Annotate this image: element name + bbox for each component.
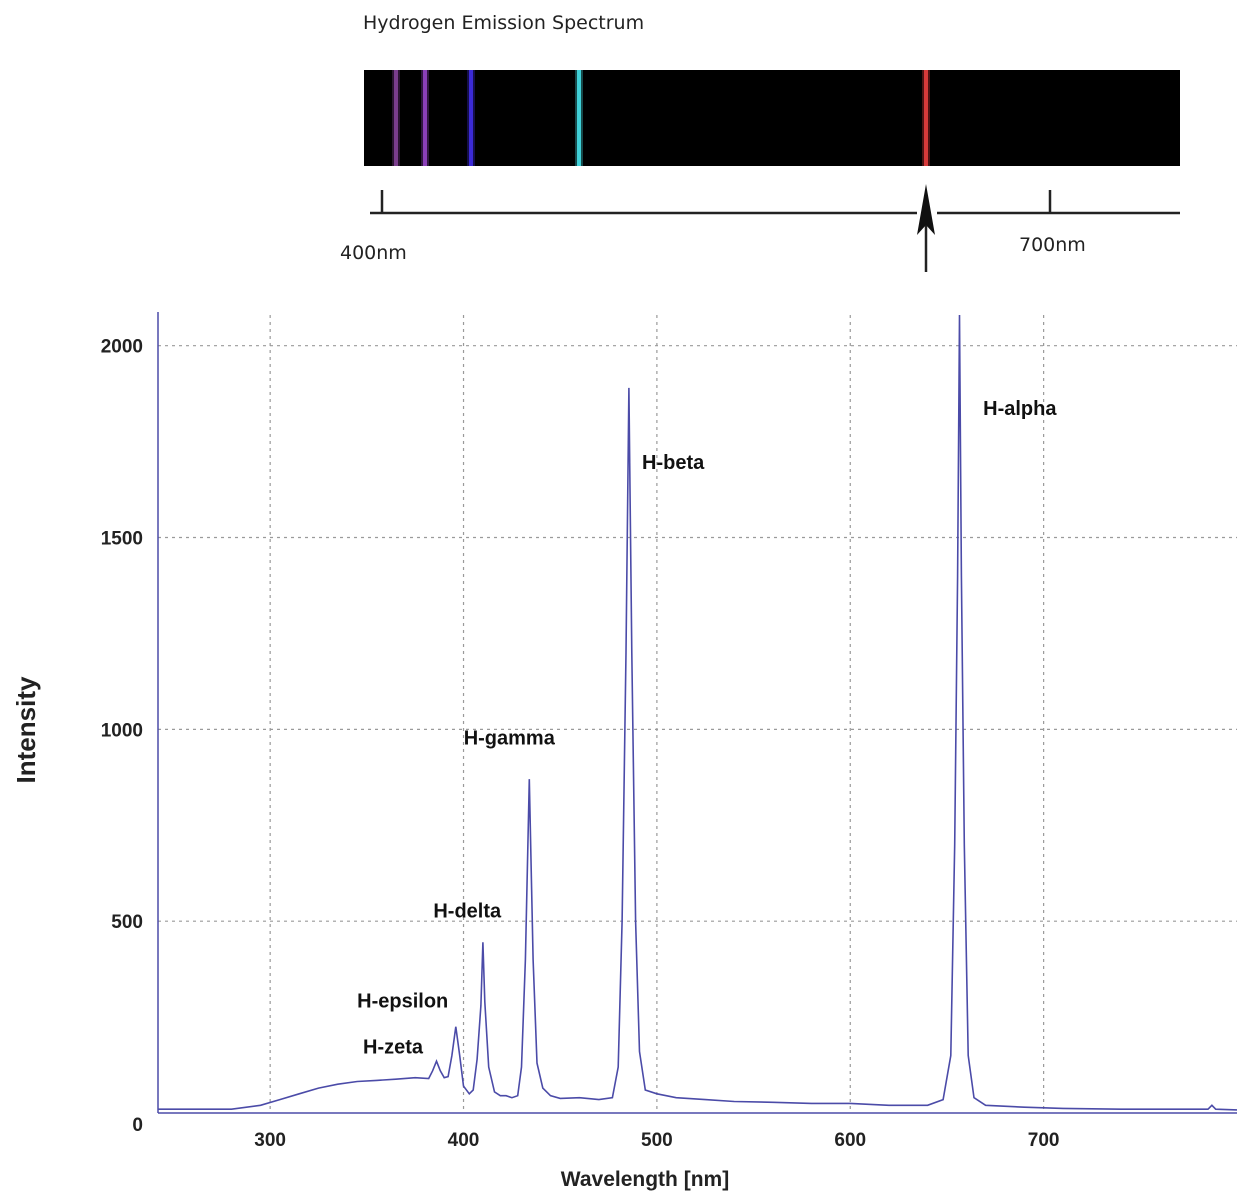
x-tick-labels: 300 400 500 600 700 — [254, 1130, 1059, 1151]
spectrum-lines — [392, 70, 930, 166]
x-tick-label-500: 500 — [641, 1130, 673, 1151]
peak-label-h-epsilon: H-epsilon — [357, 990, 448, 1012]
strip-line-indigo — [469, 70, 473, 166]
strip-title: Hydrogen Emission Spectrum — [363, 12, 644, 34]
strip-line-violet-2 — [423, 70, 427, 166]
peak-label-h-gamma: H-gamma — [464, 728, 556, 750]
strip-line-cyan — [577, 70, 581, 166]
x-tick-label-400: 400 — [448, 1130, 480, 1151]
y-axis-label: Intensity — [11, 676, 41, 783]
y-tick-label-2000: 2000 — [101, 337, 143, 358]
y-tick-labels: 0 500 1000 1500 2000 — [101, 337, 143, 1136]
y-tick-label-1500: 1500 — [101, 529, 143, 550]
spectrum-strip — [364, 70, 1180, 166]
peak-label-h-delta: H-delta — [433, 900, 502, 922]
peak-label-h-zeta: H-zeta — [363, 1037, 424, 1059]
peak-label-h-alpha: H-alpha — [983, 398, 1057, 420]
x-tick-label-700: 700 — [1028, 1130, 1060, 1151]
strip-label-400: 400nm — [340, 242, 407, 264]
x-tick-label-600: 600 — [834, 1130, 866, 1151]
intensity-series-line — [158, 314, 1238, 1111]
strip-label-700: 700nm — [1019, 234, 1086, 256]
x-tick-label-300: 300 — [254, 1130, 286, 1151]
y-tick-label-1000: 1000 — [101, 720, 143, 741]
strip-line-violet-1 — [394, 70, 398, 166]
pointer-arrow-icon — [917, 184, 935, 235]
y-tick-label-500: 500 — [111, 912, 143, 933]
plot-grid — [158, 315, 1237, 1113]
peak-annotations: H-alpha H-beta H-gamma H-delta H-epsilon H-ze… — [357, 398, 1057, 1058]
y-tick-label-0: 0 — [132, 1115, 143, 1136]
x-axis-label: Wavelength [nm] — [561, 1168, 729, 1191]
peak-label-h-beta: H-beta — [642, 452, 705, 474]
strip-line-red — [924, 70, 928, 166]
